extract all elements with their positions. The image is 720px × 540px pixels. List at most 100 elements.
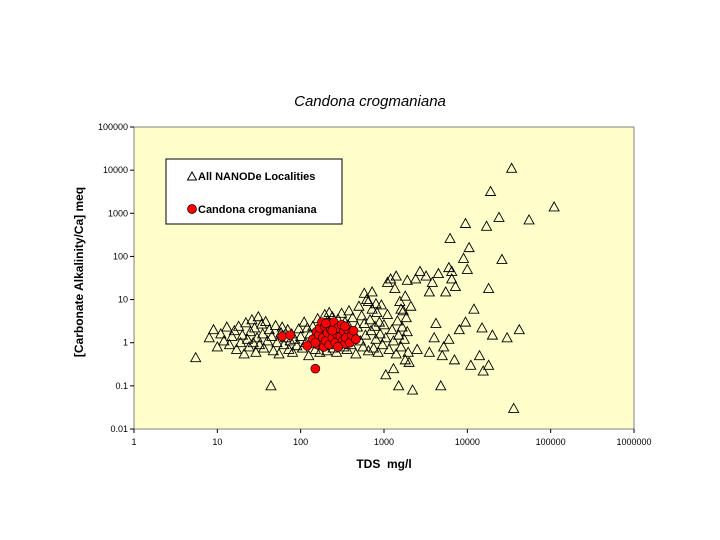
y-tick-label: 100000 bbox=[98, 122, 128, 132]
triangle-point bbox=[401, 325, 413, 337]
triangle-point bbox=[396, 321, 408, 332]
triangle-point bbox=[399, 290, 412, 301]
triangle-point bbox=[343, 304, 355, 316]
triangle-point bbox=[357, 340, 369, 352]
triangle-point bbox=[465, 359, 477, 370]
triangle-point bbox=[400, 311, 413, 323]
triangle-point bbox=[298, 316, 310, 327]
triangle-point bbox=[391, 314, 404, 326]
triangle-point bbox=[507, 402, 520, 413]
triangle-point bbox=[457, 252, 470, 263]
triangle-point bbox=[392, 329, 405, 340]
triangle-point bbox=[244, 325, 257, 337]
triangle-point bbox=[423, 346, 436, 357]
triangle-point bbox=[392, 379, 405, 391]
triangle-point bbox=[445, 265, 458, 276]
triangle-point bbox=[273, 347, 285, 359]
triangle-point bbox=[453, 323, 466, 335]
circle-point bbox=[310, 337, 321, 348]
triangle-point bbox=[207, 323, 220, 335]
triangle-point bbox=[459, 316, 472, 327]
triangle-point bbox=[236, 329, 249, 340]
triangle-point bbox=[293, 322, 305, 334]
triangle-point bbox=[477, 365, 489, 376]
triangle-point bbox=[335, 307, 348, 318]
triangle-point bbox=[381, 308, 394, 319]
triangle-point bbox=[523, 214, 535, 225]
triangle-point bbox=[218, 335, 230, 346]
triangle-point bbox=[346, 311, 359, 323]
triangle-point bbox=[284, 335, 297, 346]
x-tick-label: 100 bbox=[293, 437, 308, 447]
triangle-point bbox=[436, 349, 449, 361]
triangle-point bbox=[226, 330, 238, 341]
triangle-point bbox=[398, 333, 411, 344]
triangle-point bbox=[482, 359, 495, 370]
triangle-point bbox=[444, 232, 456, 243]
triangle-point bbox=[476, 322, 488, 333]
triangle-point bbox=[358, 317, 371, 328]
triangle-point bbox=[221, 321, 233, 332]
triangle-point bbox=[294, 330, 307, 341]
triangle-point bbox=[387, 335, 400, 346]
x-tick-label: 100000 bbox=[536, 437, 566, 447]
x-tick-label: 10 bbox=[212, 437, 222, 447]
triangle-point bbox=[486, 329, 499, 340]
triangle-point bbox=[414, 265, 426, 276]
triangle-point bbox=[493, 211, 505, 222]
triangle-point bbox=[468, 303, 480, 314]
triangle-point bbox=[370, 297, 382, 309]
triangle-point bbox=[211, 340, 224, 352]
y-tick-label: 0.1 bbox=[115, 381, 128, 391]
triangle-point bbox=[480, 220, 493, 231]
triangle-point bbox=[386, 323, 398, 335]
y-tick-label: 10000 bbox=[103, 165, 128, 175]
triangle-point bbox=[505, 162, 518, 173]
triangle-point bbox=[353, 300, 365, 311]
triangle-point bbox=[443, 333, 455, 344]
circle-point bbox=[320, 318, 331, 329]
triangle-point bbox=[366, 303, 378, 314]
triangle-point bbox=[362, 344, 375, 356]
triangle-point bbox=[241, 333, 254, 344]
triangle-point bbox=[390, 347, 402, 359]
legend-circle-marker bbox=[187, 204, 197, 214]
circle-point bbox=[327, 325, 338, 336]
triangle-point bbox=[360, 293, 373, 305]
triangle-point bbox=[430, 317, 442, 328]
y-axis-title: [Carbonate Alkalinity/Ca] meq bbox=[72, 187, 86, 357]
triangle-point bbox=[501, 331, 513, 343]
triangle-point bbox=[350, 347, 362, 359]
legend: All NANODe Localities Candona crogmanian… bbox=[165, 158, 343, 225]
triangle-point bbox=[291, 339, 303, 351]
chart-title: Candona crogmaniana bbox=[294, 93, 446, 110]
triangle-point bbox=[428, 331, 440, 343]
circle-point bbox=[348, 325, 359, 336]
triangle-point bbox=[405, 300, 417, 311]
legend-triangle-marker bbox=[186, 170, 198, 181]
triangle-point bbox=[463, 241, 475, 253]
triangle-point bbox=[395, 303, 407, 314]
triangle-point bbox=[389, 282, 401, 294]
triangle-point bbox=[302, 349, 315, 361]
triangle-point bbox=[395, 340, 407, 352]
triangle-point bbox=[266, 330, 278, 341]
triangle-point bbox=[230, 343, 243, 354]
triangle-point bbox=[448, 353, 461, 365]
x-tick-label: 1000 bbox=[374, 437, 394, 447]
circle-point bbox=[277, 331, 287, 342]
x-tick-label: 1 bbox=[131, 437, 136, 447]
triangle-point bbox=[366, 286, 378, 297]
triangle-point bbox=[376, 338, 389, 350]
triangle-point bbox=[373, 316, 386, 327]
y-tick-label: 10 bbox=[118, 295, 128, 305]
triangle-point bbox=[355, 309, 368, 321]
triangle-point bbox=[253, 338, 266, 350]
triangle-point bbox=[367, 342, 380, 353]
circle-point bbox=[310, 363, 321, 374]
triangle-point bbox=[449, 280, 462, 292]
triangle-point bbox=[257, 342, 270, 353]
triangle-point bbox=[265, 379, 277, 391]
circle-point bbox=[351, 334, 361, 345]
